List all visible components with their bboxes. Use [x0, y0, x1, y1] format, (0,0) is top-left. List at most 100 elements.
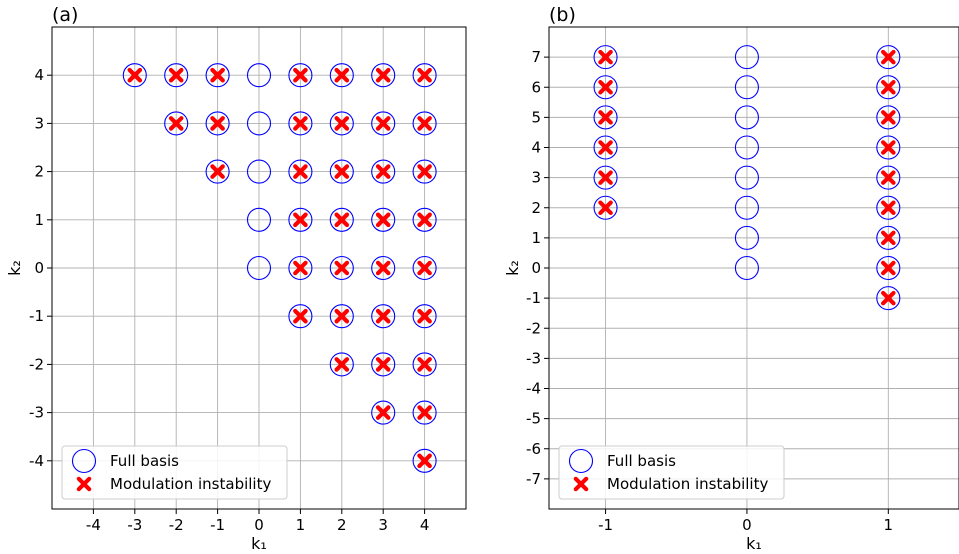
y-tick-label: -7: [526, 470, 541, 488]
x-tick-label: 0: [742, 516, 752, 534]
x-tick-label: 0: [254, 516, 264, 534]
legend-entry-label: Modulation instability: [607, 475, 768, 493]
y-tick-label: 3: [531, 169, 541, 187]
full-basis-point: [371, 159, 396, 184]
x-tick-label: 3: [378, 516, 388, 534]
full-basis-point: [246, 255, 272, 281]
full-basis-point: [288, 159, 313, 184]
modulation-instability-point: [334, 357, 350, 372]
modulation-instability-point: [334, 116, 350, 131]
full-basis-point: [412, 448, 437, 473]
full-basis-point: [412, 304, 437, 329]
full-basis-point: [246, 111, 272, 136]
full-basis-point: [205, 111, 230, 136]
full-basis-point: [593, 45, 618, 70]
full-basis-point: [734, 45, 759, 70]
legend: Full basis Modulation instability: [558, 445, 785, 500]
full-basis-point: [412, 207, 437, 232]
panel-label: (b): [549, 4, 576, 26]
modulation-instability-point: [417, 260, 432, 276]
y-tick-label: 4: [531, 139, 541, 157]
modulation-instability-point: [375, 260, 391, 276]
full-basis-point: [734, 195, 759, 220]
modulation-instability-point: [417, 308, 432, 324]
y-tick-label: -1: [29, 307, 44, 325]
full-basis-point: [246, 207, 272, 232]
y-tick-label: -4: [526, 380, 541, 398]
full-basis-point: [246, 63, 272, 88]
x-tick-label: -4: [86, 516, 101, 534]
full-basis-point: [876, 286, 901, 311]
x-tick-label: 4: [420, 516, 430, 534]
legend-box: [558, 445, 785, 500]
modulation-instability-point: [598, 200, 613, 216]
modulation-instability-point: [210, 67, 225, 83]
modulation-instability-point: [334, 212, 350, 228]
full-basis-point: [329, 159, 354, 184]
legend-entry-label: Modulation instability: [110, 475, 271, 493]
modulation-instability-point: [293, 67, 308, 83]
y-tick-label: -2: [29, 355, 44, 373]
full-basis-point: [329, 111, 354, 136]
modulation-instability-point: [881, 140, 896, 155]
modulation-instability-point: [293, 164, 308, 179]
full-basis-point: [876, 195, 901, 220]
y-tick-label: -6: [526, 440, 541, 458]
x-tick-label: 2: [337, 516, 347, 534]
modulation-instability-point: [417, 212, 432, 228]
legend: Full basis Modulation instability: [61, 445, 288, 500]
full-basis-point: [371, 400, 396, 425]
full-basis-point-legend-swatch: [568, 448, 594, 474]
x-tick-label: -1: [598, 516, 613, 534]
full-basis-point: [288, 207, 313, 232]
full-basis-point: [205, 63, 230, 88]
full-basis-point: [412, 400, 437, 425]
full-basis-point: [288, 304, 313, 329]
modulation-instability-point: [375, 116, 391, 131]
full-basis-point: [288, 111, 313, 136]
y-axis-label: k₂: [503, 260, 522, 276]
full-basis-point: [876, 75, 901, 100]
modulation-instability-point: [334, 67, 350, 83]
modulation-instability-point: [375, 164, 391, 179]
modulation-instability-point: [293, 116, 308, 131]
modulation-instability-point: [881, 290, 896, 306]
y-axis-label: k₂: [5, 260, 24, 276]
modulation-instability-point: [598, 49, 613, 65]
full-basis-point: [329, 63, 354, 88]
modulation-instability-point: [334, 260, 350, 276]
modulation-instability-point: [881, 49, 896, 65]
full-basis-point: [412, 255, 437, 281]
modulation-instability-point: [293, 260, 308, 276]
modulation-instability-point: [334, 164, 350, 179]
y-tick-label: 5: [531, 108, 541, 126]
full-basis-point: [734, 75, 759, 100]
modulation-instability-point: [881, 79, 896, 95]
modulation-instability-point: [417, 405, 432, 420]
full-basis-point: [371, 207, 396, 232]
x-tick-label: -1: [210, 516, 225, 534]
y-tick-label: -2: [526, 319, 541, 337]
modulation-instability-point: [127, 67, 143, 83]
x-axis-label: k₁: [746, 534, 762, 553]
full-basis-point: [246, 159, 272, 184]
full-basis-point: [876, 255, 901, 281]
y-tick-label: 1: [34, 211, 44, 229]
modulation-instability-point: [168, 67, 184, 83]
full-basis-point: [329, 352, 354, 377]
modulation-instability-point: [417, 116, 432, 131]
y-tick-label: -3: [526, 349, 541, 367]
full-basis-point: [734, 225, 759, 250]
y-tick-label: 2: [34, 163, 44, 181]
panel-label: (a): [52, 4, 78, 26]
full-basis-point: [876, 105, 901, 130]
full-basis-point: [371, 352, 396, 377]
full-basis-point: [288, 63, 313, 88]
modulation-instability-point: [417, 453, 432, 469]
modulation-instability-point: [417, 357, 432, 372]
full-basis-point: [329, 255, 354, 281]
y-tick-label: 7: [531, 48, 541, 66]
full-basis-point: [593, 75, 618, 100]
modulation-instability-point: [598, 110, 613, 125]
